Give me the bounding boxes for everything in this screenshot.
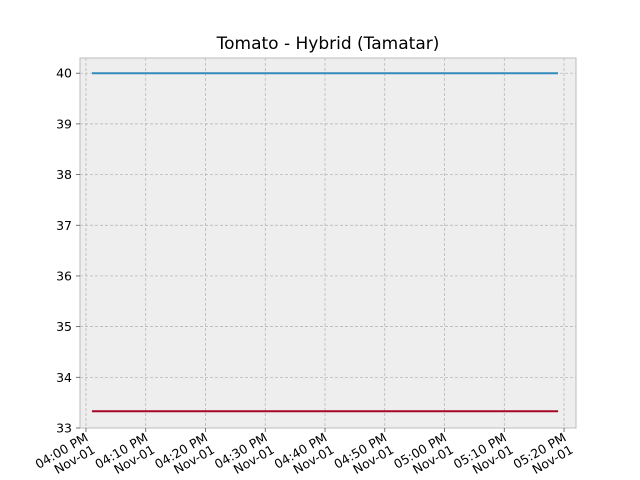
series-lines [91,72,559,413]
y-tick-label: 37 [56,218,72,233]
y-tick-label: 36 [56,268,72,283]
y-tick-label: 39 [56,116,72,131]
plot-area [80,58,576,428]
y-tick-label: 38 [56,167,72,182]
y-tick-label: 33 [56,421,72,436]
y-tick-label: 35 [56,319,72,334]
y-tick-label: 34 [56,370,72,385]
y-tick-label: 40 [56,66,72,81]
y-axis: 33 34 35 36 37 38 39 40 [56,66,80,436]
chart-title: Tomato - Hybrid (Tamatar) [216,34,440,54]
plot-frame [79,57,577,429]
